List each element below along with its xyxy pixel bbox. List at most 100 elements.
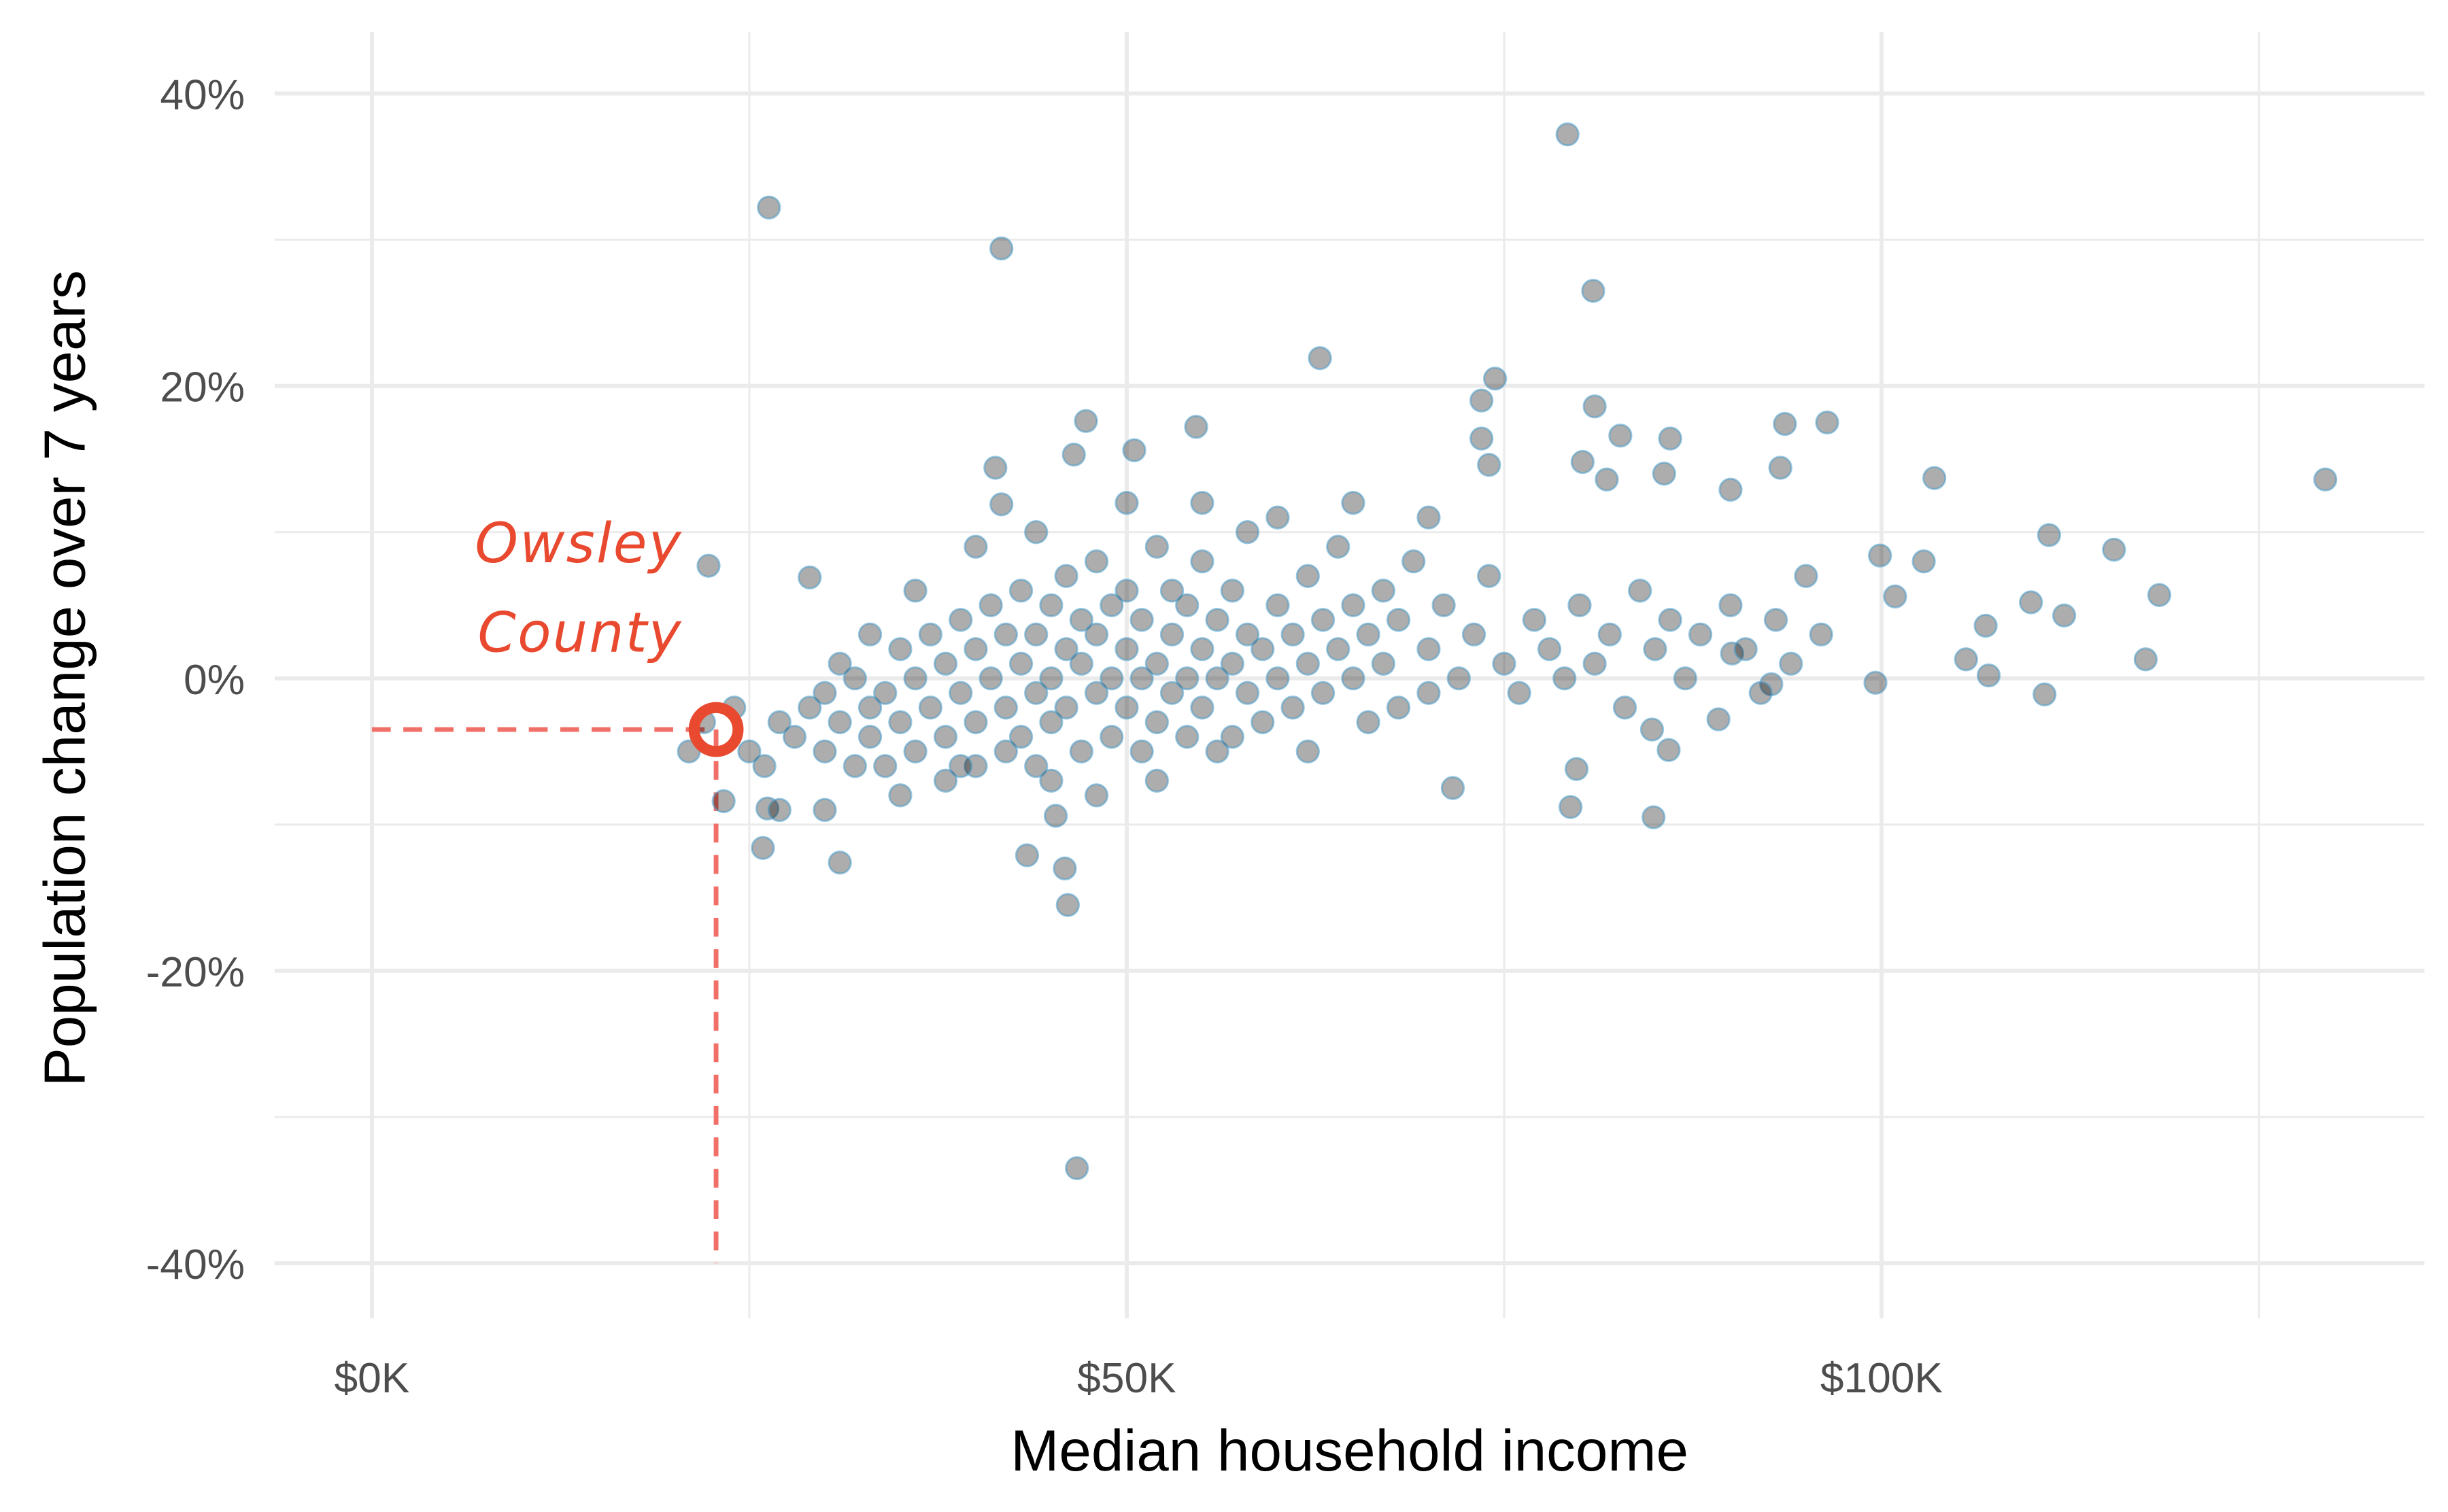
data-point xyxy=(1733,637,1758,662)
data-point xyxy=(711,789,736,814)
data-point xyxy=(1175,666,1200,691)
data-point xyxy=(1205,666,1229,691)
data-point xyxy=(1159,681,1185,705)
data-point xyxy=(857,695,883,720)
data-point xyxy=(1356,710,1380,734)
data-point xyxy=(983,456,1008,480)
data-point xyxy=(989,492,1014,517)
x-tick-label: $100K xyxy=(1820,1355,1943,1402)
data-point xyxy=(1356,622,1380,647)
data-point xyxy=(1883,584,1907,608)
data-point xyxy=(1688,622,1713,647)
data-point xyxy=(989,236,1014,261)
data-point xyxy=(1039,666,1064,691)
data-point xyxy=(1371,651,1395,676)
data-point xyxy=(1084,783,1109,808)
data-point xyxy=(1100,725,1124,749)
data-point xyxy=(1235,622,1260,647)
data-point xyxy=(767,797,792,822)
data-point xyxy=(903,666,928,691)
data-point xyxy=(933,725,958,749)
data-point xyxy=(888,783,913,808)
data-point xyxy=(2133,647,2158,672)
data-point xyxy=(1522,608,1546,632)
data-point xyxy=(1074,409,1098,433)
data-point xyxy=(1069,608,1093,632)
data-point xyxy=(1159,579,1185,603)
data-point xyxy=(1469,426,1494,451)
data-point xyxy=(1144,534,1169,559)
data-point xyxy=(993,695,1018,720)
data-point xyxy=(751,836,775,860)
data-point xyxy=(1582,651,1607,676)
data-point xyxy=(933,651,958,676)
data-point xyxy=(1190,549,1214,574)
data-point xyxy=(828,850,852,875)
data-point xyxy=(1718,477,1743,502)
data-point xyxy=(1024,681,1049,705)
data-point xyxy=(964,637,988,662)
data-point xyxy=(2147,583,2172,607)
data-point xyxy=(828,651,852,676)
data-point xyxy=(1308,346,1332,371)
data-point xyxy=(1581,279,1605,303)
data-point xyxy=(1055,893,1080,917)
data-point xyxy=(1863,670,1888,695)
data-point xyxy=(1706,707,1731,732)
data-point xyxy=(1295,739,1320,763)
data-point xyxy=(1720,641,1744,666)
data-point xyxy=(1129,739,1154,763)
data-point xyxy=(1159,622,1185,647)
data-point xyxy=(1642,805,1666,829)
data-point xyxy=(1477,453,1501,477)
data-point xyxy=(933,768,958,793)
data-point xyxy=(1416,681,1441,705)
data-point xyxy=(1567,593,1592,617)
data-point xyxy=(1054,637,1078,662)
data-point xyxy=(1597,622,1622,647)
data-point xyxy=(843,666,867,691)
data-point xyxy=(1582,394,1607,419)
data-point xyxy=(1295,651,1320,676)
data-point xyxy=(1265,593,1290,617)
data-point xyxy=(1024,754,1049,778)
data-point xyxy=(1595,467,1619,492)
data-point xyxy=(1069,651,1093,676)
data-point xyxy=(1129,608,1154,632)
data-point xyxy=(873,754,898,778)
data-point xyxy=(1555,122,1580,147)
data-point xyxy=(2102,537,2126,562)
data-point xyxy=(1100,593,1124,617)
data-point xyxy=(1954,647,1978,672)
data-point xyxy=(1065,1156,1089,1180)
data-point xyxy=(737,739,762,763)
data-point xyxy=(1628,579,1652,603)
data-point xyxy=(1008,725,1034,749)
data-point xyxy=(1779,651,1803,676)
data-point xyxy=(1773,411,1797,436)
data-point xyxy=(1190,491,1214,515)
data-point xyxy=(1815,410,1839,435)
y-tick-label: -20% xyxy=(146,949,245,996)
data-point xyxy=(918,622,942,647)
data-point xyxy=(843,754,867,778)
data-point xyxy=(1310,681,1336,705)
data-point xyxy=(1537,637,1562,662)
annotation-line-2: County xyxy=(477,602,682,666)
data-point xyxy=(1608,424,1633,448)
y-axis-title: Population change over 7 years xyxy=(33,270,98,1086)
data-point xyxy=(1768,456,1792,480)
data-point xyxy=(1507,681,1531,705)
data-point xyxy=(755,796,780,821)
data-point xyxy=(1310,608,1336,632)
points xyxy=(677,122,2338,1180)
highlight-marker xyxy=(688,702,744,757)
data-point xyxy=(1673,666,1697,691)
data-point xyxy=(798,695,822,720)
data-point xyxy=(918,695,942,720)
data-point xyxy=(1401,549,1426,574)
data-point xyxy=(1024,520,1049,545)
data-point xyxy=(1039,710,1064,734)
data-point xyxy=(964,710,988,734)
y-tick-label: 20% xyxy=(160,364,245,411)
